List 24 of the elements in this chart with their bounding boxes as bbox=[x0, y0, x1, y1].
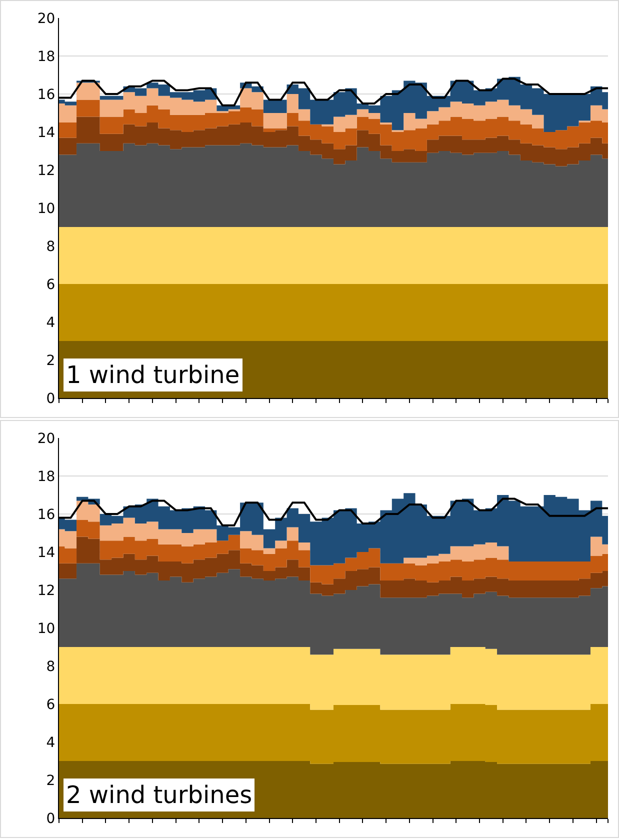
y-tick-label: 2 bbox=[46, 772, 56, 789]
y-tick-label: 6 bbox=[46, 276, 56, 293]
y-tick-label: 0 bbox=[46, 390, 56, 407]
y-tick-label: 8 bbox=[46, 238, 56, 255]
y-tick-label: 16 bbox=[37, 506, 56, 523]
y-tick-label: 2 bbox=[46, 352, 56, 369]
annotation: 1 wind turbine bbox=[66, 361, 240, 389]
y-tick-label: 18 bbox=[37, 468, 56, 485]
y-tick-label: 20 bbox=[37, 10, 56, 27]
y-tick-label: 6 bbox=[46, 696, 56, 713]
y-tick-label: 14 bbox=[37, 124, 56, 141]
y-tick-label: 12 bbox=[37, 582, 56, 599]
y-tick-label: 14 bbox=[37, 544, 56, 561]
y-tick-label: 8 bbox=[46, 658, 56, 675]
y-tick-label: 20 bbox=[37, 430, 56, 447]
y-tick-label: 12 bbox=[37, 162, 56, 179]
y-tick-label: 18 bbox=[37, 48, 56, 65]
y-tick-label: 10 bbox=[37, 620, 56, 637]
y-tick-label: 4 bbox=[46, 314, 56, 331]
y-tick-label: 0 bbox=[46, 810, 56, 827]
y-tick-label: 10 bbox=[37, 200, 56, 217]
annotation: 2 wind turbines bbox=[66, 781, 252, 809]
y-tick-label: 4 bbox=[46, 734, 56, 751]
y-tick-label: 16 bbox=[37, 86, 56, 103]
